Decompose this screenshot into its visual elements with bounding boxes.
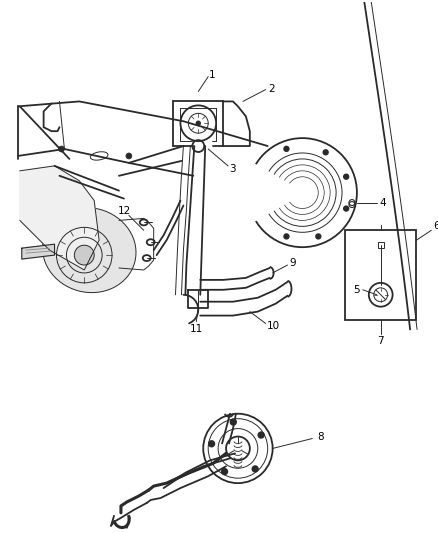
Circle shape xyxy=(316,234,321,239)
Polygon shape xyxy=(20,166,99,270)
Circle shape xyxy=(59,146,64,152)
Text: 5: 5 xyxy=(353,285,360,295)
Bar xyxy=(378,242,384,248)
Text: 12: 12 xyxy=(118,206,131,216)
Circle shape xyxy=(344,206,349,211)
Circle shape xyxy=(74,245,94,265)
Circle shape xyxy=(323,150,328,155)
Text: 9: 9 xyxy=(289,258,296,268)
Text: 6: 6 xyxy=(433,221,438,231)
Circle shape xyxy=(222,469,227,474)
Circle shape xyxy=(284,147,289,151)
Circle shape xyxy=(258,432,264,438)
Text: 11: 11 xyxy=(190,325,203,334)
Text: 3: 3 xyxy=(229,164,235,174)
Circle shape xyxy=(252,466,258,472)
Text: 8: 8 xyxy=(317,432,324,441)
Text: 1: 1 xyxy=(209,70,215,79)
Circle shape xyxy=(284,234,289,239)
Text: 2: 2 xyxy=(268,84,275,93)
Circle shape xyxy=(196,121,200,125)
Circle shape xyxy=(344,174,349,179)
Wedge shape xyxy=(264,173,302,212)
Circle shape xyxy=(126,153,132,159)
Bar xyxy=(345,230,417,320)
Polygon shape xyxy=(22,244,54,259)
Text: 7: 7 xyxy=(378,336,384,346)
Circle shape xyxy=(230,419,236,425)
Wedge shape xyxy=(246,164,302,221)
Circle shape xyxy=(208,441,215,447)
Ellipse shape xyxy=(90,152,108,160)
Ellipse shape xyxy=(42,208,136,293)
Text: 4: 4 xyxy=(379,198,386,207)
Text: 10: 10 xyxy=(267,321,280,332)
